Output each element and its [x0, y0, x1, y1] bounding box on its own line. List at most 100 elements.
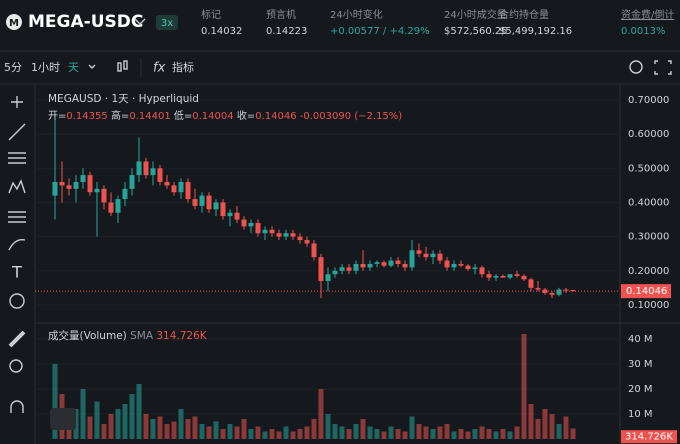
volume-bar: [367, 426, 373, 439]
interval-button[interactable]: 1小时: [31, 61, 60, 74]
volume-bar: [297, 429, 303, 439]
volume-bar: [150, 419, 156, 439]
ohlc-part: 开=: [48, 111, 66, 122]
volume-bar: [115, 409, 121, 439]
candle-body: [556, 289, 562, 295]
candle-body: [227, 212, 233, 217]
volume-bar: [437, 426, 443, 439]
candle-body: [241, 219, 247, 227]
candle-body: [304, 240, 310, 244]
volume-bar: [542, 409, 548, 439]
candle-icon[interactable]: [117, 60, 128, 72]
brush-tool[interactable]: [8, 239, 26, 251]
candle-body: [213, 202, 219, 210]
projection-tool[interactable]: [8, 211, 26, 223]
search-icon[interactable]: [629, 60, 643, 74]
candle-body: [80, 175, 86, 182]
volume-tick-label: 10 M: [628, 409, 653, 420]
candle-body: [563, 289, 569, 291]
volume-legend-part: 成交量(Volume): [48, 329, 127, 342]
candle-body: [430, 253, 436, 258]
interval-button[interactable]: 5分: [4, 61, 22, 74]
candle-body: [157, 168, 163, 182]
y-tick-label: 0.70000: [628, 95, 669, 106]
volume-tick-label: 40 M: [628, 334, 653, 345]
fib-tool[interactable]: [8, 152, 26, 164]
candle-body: [234, 212, 240, 220]
volume-bar: [178, 409, 184, 439]
candle-body: [500, 275, 506, 278]
text-tool[interactable]: T: [11, 263, 22, 282]
indicators-button[interactable]: 指标: [172, 60, 194, 74]
volume-bar: [94, 401, 100, 439]
volume-bar: [381, 431, 387, 439]
candle-body: [199, 195, 205, 206]
volume-bar: [346, 429, 352, 439]
candle-body: [549, 293, 555, 295]
candle-body: [325, 274, 331, 282]
volume-bar: [521, 334, 527, 439]
candle-body: [220, 202, 226, 217]
ohlc-part: 低=: [174, 109, 192, 122]
interval-button[interactable]: 天: [68, 61, 79, 74]
candle-body: [339, 267, 345, 271]
candle-body: [409, 250, 415, 268]
candle-body: [479, 267, 485, 275]
zoom-tool[interactable]: [9, 359, 23, 373]
candle-body: [136, 161, 142, 176]
leverage[interactable]: 3x: [161, 18, 173, 29]
volume-bar: [248, 429, 254, 439]
volume-bar: [528, 404, 534, 439]
chevron[interactable]: [134, 18, 146, 25]
y-tick-label: 0.20000: [628, 266, 669, 277]
volume-bar: [199, 424, 205, 439]
volume-bar: [486, 429, 492, 439]
ruler-tool[interactable]: [8, 330, 26, 348]
chevron[interactable]: [88, 64, 96, 69]
candle-body: [451, 263, 457, 268]
volume-tick-label: 20 M: [628, 384, 653, 395]
volume-bar: [101, 424, 107, 439]
symbol[interactable]: MEGA-USDC: [28, 12, 143, 32]
candle-body: [297, 236, 303, 241]
stat-label: 资金费/倒计: [621, 8, 674, 21]
candle-body: [388, 260, 394, 266]
y-tick-label: 0.10000: [628, 300, 669, 311]
candle-body: [514, 274, 520, 276]
candle-body: [150, 168, 156, 176]
candle-body: [101, 188, 107, 203]
tv-logo: [50, 408, 76, 430]
crosshair-tool[interactable]: [11, 96, 23, 108]
volume-legend-part: 314.726K: [156, 330, 207, 342]
volume-bar: [444, 424, 450, 439]
fullscreen-icon[interactable]: [654, 60, 672, 75]
candle-body: [73, 181, 79, 189]
fx-icon[interactable]: fx: [153, 61, 166, 76]
volume-bar: [493, 431, 499, 439]
candle-body: [192, 199, 198, 206]
line-tool[interactable]: [8, 123, 26, 141]
volume-bar: [458, 429, 464, 439]
stat-label: 合约持仓量: [499, 8, 549, 21]
volume-bar: [185, 419, 191, 439]
volume-bar: [241, 419, 247, 439]
candle-body: [318, 257, 324, 282]
candle-body: [465, 265, 471, 270]
candle-body: [570, 290, 576, 292]
volume-bar: [227, 424, 233, 439]
pattern-tool[interactable]: [8, 179, 26, 194]
stat-label: 标记: [201, 9, 221, 21]
volume-bar: [171, 421, 177, 439]
leverage-badge[interactable]: [156, 15, 178, 30]
candle-body: [458, 263, 464, 266]
volume-sma-label: 314.726K: [625, 432, 673, 443]
emoji-tool[interactable]: [9, 293, 25, 309]
candle-body: [521, 275, 527, 280]
stat-value: $572,560.25: [444, 26, 508, 37]
stat-label: 预言机: [266, 8, 296, 21]
candle-body: [367, 263, 373, 268]
logo: [6, 14, 22, 30]
magnet-tool[interactable]: [10, 400, 24, 413]
volume-bar: [220, 429, 226, 439]
candle-body: [360, 263, 366, 268]
